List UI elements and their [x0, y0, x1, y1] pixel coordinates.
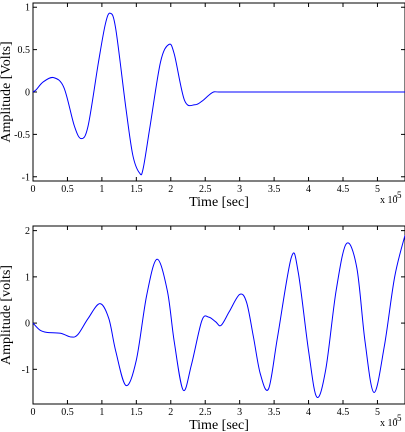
x-tick-label: 0.5: [61, 184, 74, 195]
x-tick-label: 4: [306, 184, 311, 195]
y-tick-label: 1: [25, 3, 30, 14]
x-tick-label: 3: [237, 407, 242, 418]
x-tick-label: 2: [168, 184, 173, 195]
x-tick-label: 2.5: [199, 407, 212, 418]
y-tick-label: -1: [22, 365, 30, 376]
x-tick-label: 0.5: [61, 407, 74, 418]
y-tick-label: -1: [22, 172, 30, 183]
y-tick-label: 0: [25, 88, 30, 99]
x-tick-label: 4.5: [337, 407, 350, 418]
x-scale-exponent-bottom: -5: [394, 413, 402, 423]
x-tick-label: 4.5: [337, 184, 350, 195]
y-axis-label-top: Amplitude [Volts]: [0, 41, 14, 142]
x-ticks-top: 0 0.5 1 1.5 2 2.5 3 3.5 4 4.5 5: [31, 3, 380, 195]
series-line-top: [32, 12, 405, 176]
x-axis-label-bottom: Time [sec]: [189, 418, 249, 432]
x-tick-label: 0: [31, 407, 36, 418]
x-tick-label: 5: [375, 184, 380, 195]
plot-area-bottom: [32, 225, 405, 405]
x-tick-label: 3.5: [268, 184, 281, 195]
y-tick-label: 2: [25, 226, 30, 237]
x-tick-label: 0: [31, 184, 36, 195]
x-tick-label: 1.5: [130, 407, 143, 418]
y-tick-label: 0: [25, 319, 30, 330]
x-scale-note-bottom: x 10: [380, 418, 398, 429]
x-tick-label: 2: [168, 407, 173, 418]
y-axis-label-bottom: Amplitude [volts]: [0, 265, 14, 365]
x-tick-label: 4: [306, 407, 311, 418]
y-tick-label: 0.5: [18, 45, 31, 56]
x-tick-label: 3: [237, 184, 242, 195]
x-tick-label: 3.5: [268, 407, 281, 418]
x-ticks-bottom: 0 0.5 1 1.5 2 2.5 3 3.5 4 4.5 5: [31, 226, 380, 418]
x-scale-exponent-top: -5: [394, 190, 402, 200]
series-line-bottom: [32, 235, 405, 398]
x-scale-note-top: x 10: [380, 195, 398, 206]
x-tick-label: 5: [375, 407, 380, 418]
x-tick-label: 1: [99, 184, 104, 195]
chart-top: -1 -0.5 0 0.5 1 0 0.5 1 1.5 2 2.5 3 3.5 4 4.5 5 Time […: [0, 2, 405, 210]
chart-bottom: -1 0 1 2 0 0.5 1 1.5 2 2.5 3 3.5 4 4.5 5 Time [sec] A…: [0, 225, 405, 432]
x-tick-label: 2.5: [199, 184, 212, 195]
y-ticks-top: -1 -0.5 0 0.5 1: [14, 3, 405, 183]
x-tick-label: 1.5: [130, 184, 143, 195]
x-axis-label-top: Time [sec]: [189, 195, 249, 210]
y-tick-label: -0.5: [14, 130, 30, 141]
y-tick-label: 1: [25, 272, 30, 283]
x-tick-label: 1: [99, 407, 104, 418]
